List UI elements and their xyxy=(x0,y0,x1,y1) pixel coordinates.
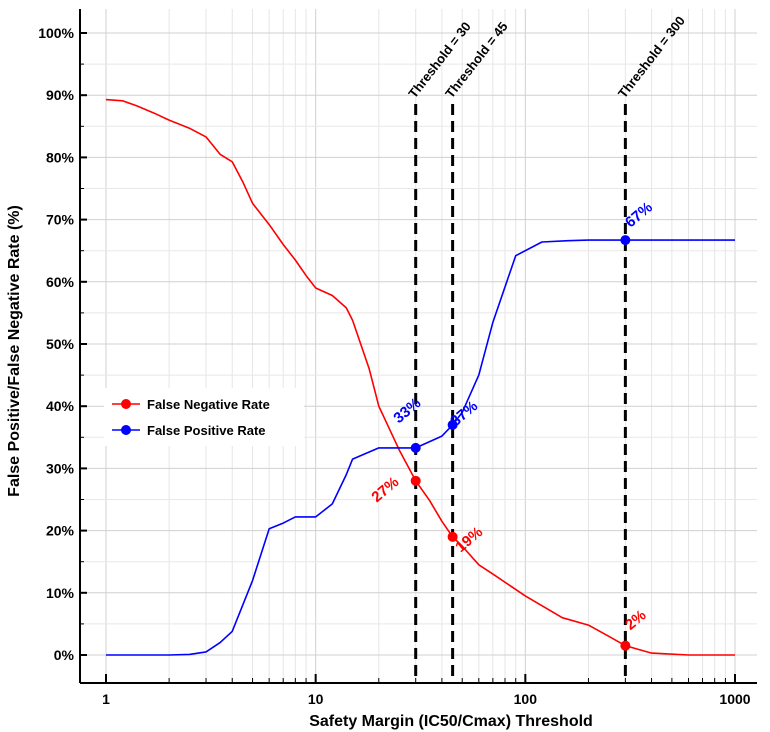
x-tick-label: 100 xyxy=(514,691,538,707)
x-axis-title: Safety Margin (IC50/Cmax) Threshold xyxy=(309,713,593,730)
legend-label: False Negative Rate xyxy=(147,397,270,412)
x-tick-label: 10 xyxy=(308,691,324,707)
highlight-point xyxy=(447,419,458,430)
y-tick-label: 60% xyxy=(46,274,75,290)
axes xyxy=(79,9,757,684)
y-tick-label: 0% xyxy=(54,647,75,663)
y-tick-label: 50% xyxy=(46,336,75,352)
x-tick-label: 1 xyxy=(102,691,110,707)
legend-label: False Positive Rate xyxy=(147,423,266,438)
legend-marker xyxy=(121,425,131,435)
y-axis-title: False Positive/False Negative Rate (%) xyxy=(6,205,23,497)
y-tick-label: 70% xyxy=(46,212,75,228)
y-tick-label: 80% xyxy=(46,149,75,165)
legend-marker xyxy=(121,399,131,409)
highlight-point xyxy=(410,475,421,486)
y-tick-label: 10% xyxy=(46,585,75,601)
series-line-false-positive-rate xyxy=(106,239,735,656)
y-tick-label: 30% xyxy=(46,460,75,476)
highlight-point xyxy=(620,640,631,651)
y-tick-label: 100% xyxy=(38,25,74,41)
series-lines xyxy=(105,98,735,656)
y-tick-label: 90% xyxy=(46,87,75,103)
highlight-point xyxy=(410,442,421,453)
y-tick-label: 40% xyxy=(46,398,75,414)
plot-area xyxy=(80,9,757,683)
axis-ticks: 0% 10% 20% 30% 40% 50% 60% 70% 80% 90% 100% 1 10 100 1… xyxy=(38,25,751,707)
series-line-false-negative-rate xyxy=(105,98,735,656)
highlight-point xyxy=(447,531,458,542)
legend-box xyxy=(104,388,304,446)
x-tick-label: 1000 xyxy=(719,691,750,707)
y-tick-label: 20% xyxy=(46,523,75,539)
gridlines xyxy=(80,9,757,683)
highlight-point xyxy=(620,235,631,246)
legend: False Negative Rate False Positive Rate xyxy=(104,388,304,446)
